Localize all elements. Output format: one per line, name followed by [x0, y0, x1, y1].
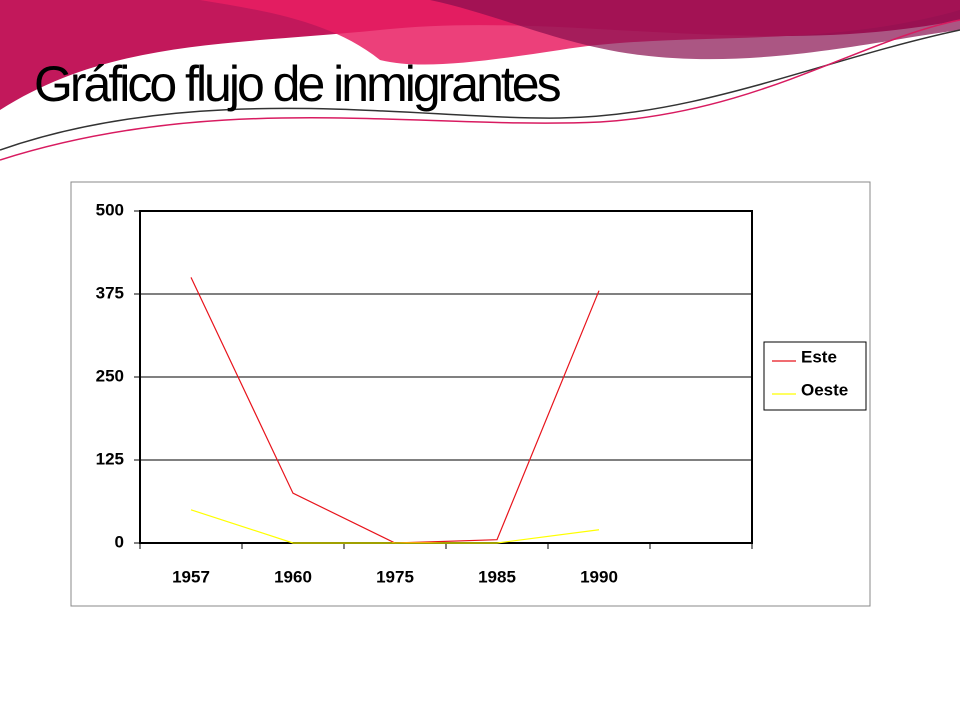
y-tick-label: 500: [96, 200, 124, 219]
legend-label: Este: [801, 347, 837, 366]
y-tick-label: 0: [115, 532, 124, 551]
y-tick-label: 375: [96, 283, 124, 302]
y-tick-label: 125: [96, 449, 124, 468]
x-tick-label: 1985: [478, 567, 516, 586]
y-tick-label: 250: [96, 366, 124, 385]
slide-title: Gráfico flujo de inmigrantes: [34, 56, 561, 112]
header-curve: [0, 19, 960, 161]
x-tick-label: 1957: [172, 567, 210, 586]
x-tick-label: 1975: [376, 567, 414, 586]
legend-box: [763, 341, 867, 411]
series-line: [190, 509, 600, 544]
x-tick-label: 1990: [580, 567, 618, 586]
chart-frame: [70, 181, 871, 607]
legend-label: Oeste: [801, 380, 848, 399]
x-tick-label: 1960: [274, 567, 312, 586]
header-swoosh: [430, 0, 960, 60]
